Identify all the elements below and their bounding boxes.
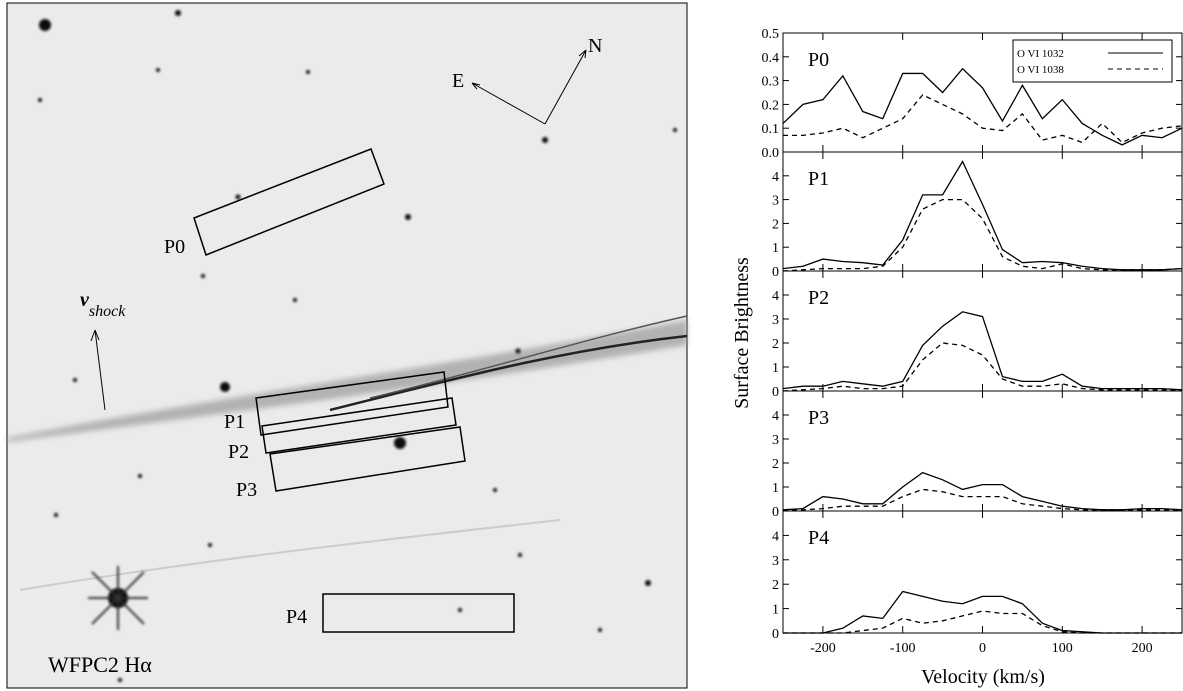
x-tick-label: 200 bbox=[1132, 641, 1153, 656]
halpha-image: P0 P1 P2 P3 P4 E N vshock WFPC2 Hα bbox=[7, 3, 687, 688]
y-tick-label: 1 bbox=[772, 361, 779, 376]
y-tick-label: 3 bbox=[772, 194, 779, 209]
series-line bbox=[783, 312, 1182, 390]
y-tick-label: 1 bbox=[772, 241, 779, 256]
region-label: P4 bbox=[286, 606, 307, 628]
region-label: P2 bbox=[228, 441, 249, 463]
x-tick-label: 0 bbox=[979, 641, 986, 656]
image-title: WFPC2 Hα bbox=[48, 652, 152, 677]
y-tick-label: 0.2 bbox=[762, 98, 780, 113]
y-tick-label: 0.0 bbox=[762, 146, 780, 161]
y-tick-label: 0 bbox=[772, 265, 779, 280]
panel-label: P0 bbox=[808, 49, 829, 71]
series-line bbox=[783, 200, 1182, 271]
y-tick-label: 1 bbox=[772, 481, 779, 496]
y-tick-label: 3 bbox=[772, 313, 779, 328]
panel-label: P1 bbox=[808, 168, 829, 190]
x-axis-label: Velocity (km/s) bbox=[921, 666, 1045, 688]
y-tick-label: 0 bbox=[772, 505, 779, 520]
x-tick-label: -100 bbox=[890, 641, 916, 656]
region-label: P1 bbox=[224, 411, 245, 433]
y-tick-label: 2 bbox=[772, 337, 779, 352]
y-tick-label: 2 bbox=[772, 217, 779, 232]
series-line bbox=[783, 162, 1182, 270]
y-tick-label: 0.5 bbox=[762, 27, 780, 42]
x-tick-label: -200 bbox=[810, 641, 836, 656]
y-tick-label: 4 bbox=[772, 529, 779, 544]
panel-label: P4 bbox=[808, 527, 829, 549]
y-tick-label: 1 bbox=[772, 603, 779, 618]
y-tick-label: 4 bbox=[772, 289, 779, 304]
legend-label: O VI 1038 bbox=[1017, 64, 1064, 76]
compass-label: N bbox=[588, 35, 602, 57]
y-tick-label: 0.3 bbox=[762, 75, 780, 90]
series-line bbox=[783, 343, 1182, 391]
panel-frame bbox=[783, 152, 1182, 271]
legend-label: O VI 1032 bbox=[1017, 48, 1064, 60]
y-axis-label: Surface Brightness bbox=[731, 257, 753, 409]
y-tick-label: 3 bbox=[772, 554, 779, 569]
y-tick-label: 2 bbox=[772, 457, 779, 472]
x-tick-label: 100 bbox=[1052, 641, 1073, 656]
panel-frame bbox=[783, 511, 1182, 633]
y-tick-label: 2 bbox=[772, 578, 779, 593]
y-tick-label: 3 bbox=[772, 433, 779, 448]
shock-subscript: shock bbox=[89, 303, 126, 320]
figure: P0 P1 P2 P3 P4 E N vshock WFPC2 Hα Surfa… bbox=[0, 0, 1183, 691]
y-tick-label: 0.4 bbox=[762, 51, 780, 66]
page: {"image":{"title":"WFPC2 Hα","compass":[… bbox=[0, 0, 1183, 691]
legend: O VI 1032 O VI 1038 bbox=[1013, 40, 1172, 82]
y-tick-label: 4 bbox=[772, 170, 779, 185]
compass-label: E bbox=[452, 70, 464, 92]
y-tick-label: 0 bbox=[772, 627, 779, 642]
y-tick-label: 0 bbox=[772, 385, 779, 400]
region-label: P0 bbox=[164, 236, 185, 258]
y-tick-label: 4 bbox=[772, 409, 779, 424]
series-line bbox=[783, 95, 1182, 143]
panel-frame bbox=[783, 271, 1182, 391]
panel-label: P2 bbox=[808, 287, 829, 309]
panel-label: P3 bbox=[808, 407, 829, 429]
panel-frame bbox=[783, 391, 1182, 511]
region-label: P3 bbox=[236, 479, 257, 501]
y-tick-label: 0.1 bbox=[762, 122, 780, 137]
